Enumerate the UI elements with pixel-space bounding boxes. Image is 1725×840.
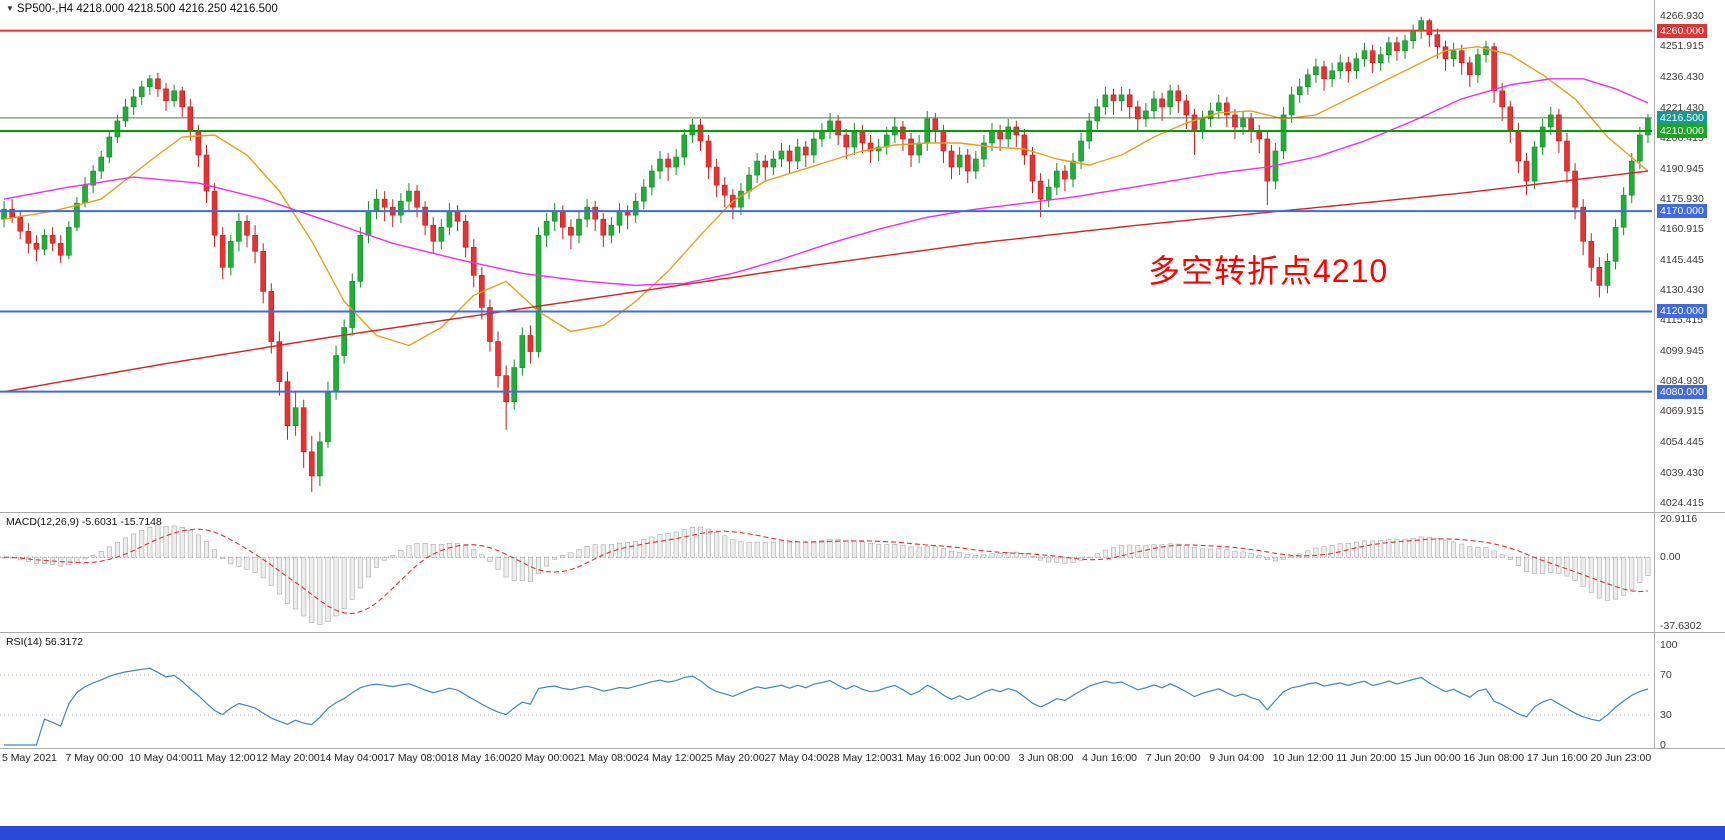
price-axis-label: 4024.415 (1660, 496, 1704, 509)
symbol-dropdown-icon[interactable]: ▼ (6, 4, 14, 13)
time-axis-label: 17 Jun 16:00 (1526, 752, 1588, 764)
macd-axis-label: 20.9116 (1660, 512, 1698, 525)
time-axis-label: 28 May 12:00 (828, 752, 892, 764)
price-axis-label: 4175.930 (1660, 192, 1704, 205)
chart-symbol-header: ▼ SP500-,H4 4218.000 4218.500 4216.250 42… (6, 3, 278, 15)
price-axis-label: 4145.445 (1660, 253, 1704, 266)
rsi-axis: 100 70 30 0 (1655, 633, 1725, 751)
rsi-axis-label: 0 (1660, 738, 1666, 751)
price-level-badge: 4260.000 (1657, 23, 1707, 38)
rsi-axis-label: 100 (1660, 638, 1678, 651)
rsi-axis-label: 30 (1660, 708, 1672, 721)
panel-separator (0, 632, 1725, 633)
symbol-quote-text: SP500-,H4 4218.000 4218.500 4216.250 421… (16, 3, 278, 15)
price-axis-label: 4266.930 (1660, 10, 1704, 23)
time-axis-label: 16 Jun 08:00 (1463, 752, 1525, 764)
time-axis-label: 14 May 04:00 (319, 752, 384, 764)
time-axis-label: 9 Jun 04:00 (1209, 752, 1265, 764)
price-axis-label: 4251.915 (1660, 40, 1704, 53)
time-axis-label: 10 Jun 12:00 (1272, 752, 1334, 764)
price-axis-label: 4236.430 (1660, 71, 1704, 84)
chart-annotation-text: 多空转折点4210 (1148, 253, 1389, 289)
time-axis-label: 7 Jun 20:00 (1145, 752, 1201, 764)
time-axis-label: 24 May 12:00 (637, 752, 702, 764)
time-axis[interactable]: 5 May 2021 7 May 00:00 10 May 04:00 11 May … (0, 749, 1725, 773)
time-axis-label: 20 May 00:00 (510, 752, 574, 764)
price-axis-label: 4069.915 (1660, 405, 1704, 418)
time-axis-label: 15 Jun 00:00 (1399, 752, 1461, 764)
price-axis-label: 4160.915 (1660, 222, 1704, 235)
time-axis-label: 17 May 08:00 (383, 752, 447, 764)
time-axis-label: 27 May 04:00 (764, 752, 829, 764)
price-axis-label: 4130.430 (1660, 284, 1704, 297)
price-level-badge: 4216.500 (1657, 110, 1707, 125)
time-axis-label: 2 Jun 00:00 (955, 752, 1010, 764)
rsi-indicator-label: RSI(14) 56.3172 (6, 636, 84, 648)
time-axis-label: 7 May 00:00 (65, 752, 124, 764)
price-axis-label: 4084.930 (1660, 375, 1704, 388)
rsi-panel[interactable] (0, 633, 1654, 748)
macd-axis-label: -37.6302 (1660, 619, 1702, 632)
bottom-bar (0, 826, 1725, 840)
price-level-badge: 4170.000 (1657, 204, 1707, 219)
time-axis-label: 10 May 04:00 (129, 752, 193, 764)
price-axis-label: 4054.445 (1660, 436, 1704, 449)
macd-axis-label: 0.00 (1660, 550, 1681, 563)
macd-indicator-label: MACD(12,26,9) -5.6031 -15.7148 (6, 516, 162, 528)
price-axis-label: 4099.945 (1660, 345, 1704, 358)
price-axis-label: 4039.430 (1660, 466, 1704, 479)
main-price-chart[interactable] (0, 0, 1654, 512)
price-axis-label: 4190.945 (1660, 162, 1704, 175)
time-axis-label: 31 May 16:00 (891, 752, 956, 764)
time-axis-label: 3 Jun 08:00 (1018, 752, 1074, 764)
panel-separator (0, 748, 1725, 749)
macd-panel[interactable] (0, 513, 1654, 632)
macd-axis: 20.9116 0.00 -37.6302 (1655, 513, 1725, 632)
panel-separator (0, 512, 1725, 513)
rsi-axis-label: 70 (1660, 668, 1672, 681)
time-axis-label: 5 May 2021 (2, 752, 57, 764)
time-axis-label: 25 May 20:00 (700, 752, 765, 764)
time-axis-label: 11 May 12:00 (192, 752, 256, 764)
time-axis-label: 20 Jun 23:00 (1590, 752, 1652, 764)
axis-separator-line (1654, 0, 1655, 748)
time-axis-label: 12 May 20:00 (256, 752, 320, 764)
time-axis-label: 11 Jun 20:00 (1336, 752, 1397, 764)
price-level-badge: 4120.000 (1657, 304, 1707, 319)
price-level-badge: 4080.000 (1657, 384, 1707, 399)
time-axis-label: 18 May 16:00 (446, 752, 511, 764)
time-axis-label: 21 May 08:00 (573, 752, 638, 764)
price-axis[interactable]: 4260.000 4216.500 4210.000 4170.000 4120.000… (1655, 0, 1725, 512)
time-axis-label: 4 Jun 16:00 (1082, 752, 1138, 764)
price-level-badge: 4210.000 (1657, 123, 1707, 138)
price-axis-label: 4221.430 (1660, 101, 1704, 114)
